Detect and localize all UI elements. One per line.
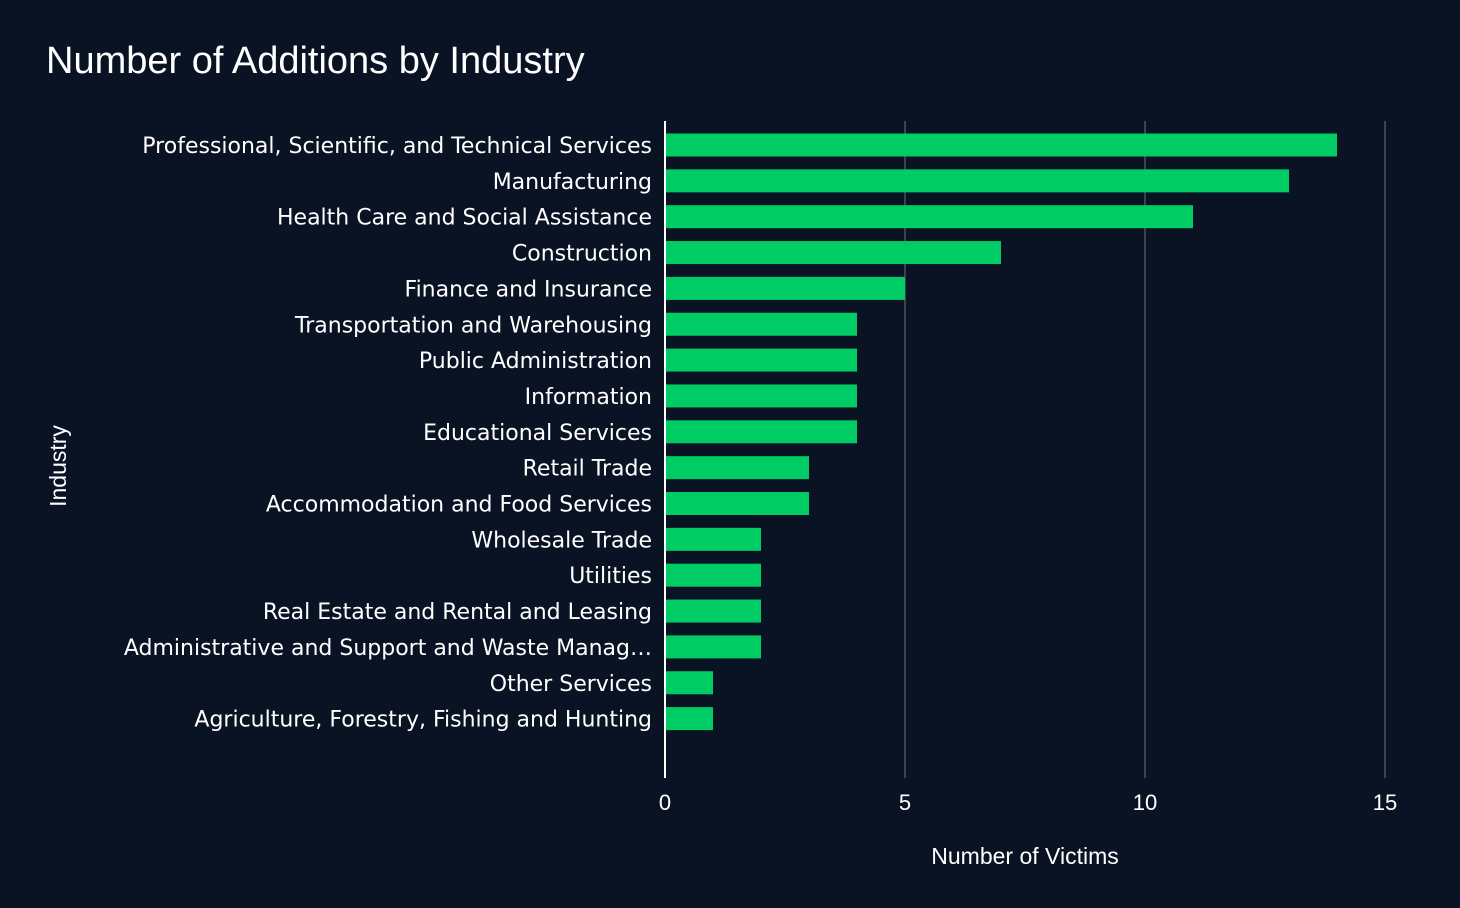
x-tick-label: 0 xyxy=(659,790,671,815)
category-label: Public Administration xyxy=(419,349,652,374)
bar xyxy=(665,348,857,372)
gridlines xyxy=(904,121,1386,778)
x-axis-title: Number of Victims xyxy=(931,843,1118,869)
category-label: Agriculture, Forestry, Fishing and Hunti… xyxy=(194,708,652,733)
bar xyxy=(665,384,857,408)
bar xyxy=(665,312,857,336)
bar xyxy=(665,707,713,731)
category-label: Other Services xyxy=(490,672,652,697)
category-label: Transportation and Warehousing xyxy=(294,313,652,338)
bar xyxy=(665,527,761,551)
bar xyxy=(665,169,1289,193)
bar xyxy=(665,205,1193,229)
bar xyxy=(665,456,809,480)
bar xyxy=(665,276,905,300)
category-label: Retail Trade xyxy=(523,457,652,482)
chart-title: Number of Additions by Industry xyxy=(46,40,585,82)
bar xyxy=(665,133,1337,157)
bar xyxy=(665,635,761,659)
category-label: Real Estate and Rental and Leasing xyxy=(263,600,652,625)
category-label: Professional, Scientific, and Technical … xyxy=(142,134,652,159)
bar xyxy=(665,241,1001,265)
category-label: Utilities xyxy=(569,564,652,589)
category-label: Administrative and Support and Waste Man… xyxy=(124,636,652,661)
category-label: Health Care and Social Assistance xyxy=(277,206,652,231)
x-tick-label: 15 xyxy=(1373,790,1397,815)
category-label: Information xyxy=(525,385,652,410)
bar xyxy=(665,671,713,695)
bar xyxy=(665,563,761,587)
category-label: Wholesale Trade xyxy=(471,528,652,553)
category-label: Manufacturing xyxy=(493,170,652,195)
bar xyxy=(665,420,857,444)
bars xyxy=(665,133,1337,731)
bar xyxy=(665,599,761,623)
category-label: Accommodation and Food Services xyxy=(266,493,652,518)
x-tick-labels: 0 5 10 15 xyxy=(659,790,1397,815)
x-tick-label: 5 xyxy=(899,790,911,815)
category-label: Educational Services xyxy=(423,421,652,446)
x-tick-label: 10 xyxy=(1133,790,1157,815)
category-label: Finance and Insurance xyxy=(405,277,652,302)
bar xyxy=(665,492,809,515)
y-axis-title: Industry xyxy=(45,425,71,507)
category-label: Construction xyxy=(512,242,652,267)
category-labels: Professional, Scientific, and Technical … xyxy=(124,134,652,733)
